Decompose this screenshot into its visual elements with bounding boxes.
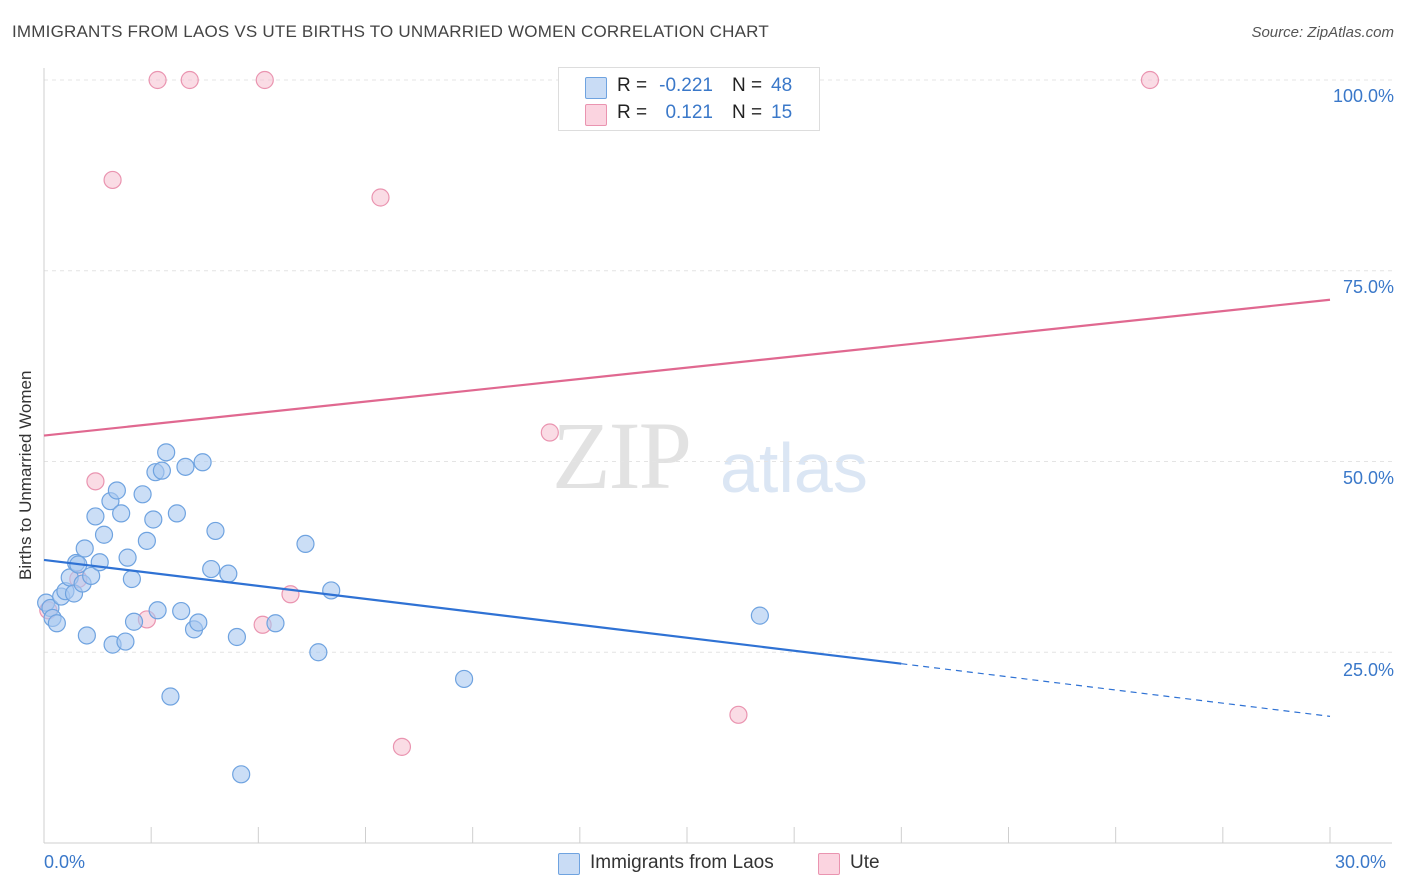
laos-point <box>75 539 94 558</box>
watermark-zip: ZIP <box>552 402 692 509</box>
legend-n-label: N = <box>732 102 763 123</box>
legend-swatch-ute <box>585 104 607 126</box>
correlation-legend: R = -0.221 N = 48 R = 0.121 N = 15 <box>558 67 820 131</box>
laos-point <box>118 548 137 567</box>
watermark-atlas: atlas <box>720 429 868 507</box>
legend-n-value-ute: 15 <box>771 102 793 123</box>
laos-point <box>189 613 208 632</box>
laos-point <box>137 531 156 550</box>
bottom-legend-swatch-laos <box>558 853 580 875</box>
legend-row-ute: R = 0.121 N = 15 <box>559 101 819 127</box>
laos-point <box>232 765 251 784</box>
laos-point <box>47 614 66 633</box>
laos-point <box>296 534 315 554</box>
source-note: Source: ZipAtlas.com <box>1251 24 1394 41</box>
laos-point <box>266 614 285 633</box>
ute-point <box>371 188 390 207</box>
laos-point <box>148 601 167 620</box>
y-tick-label-100: 100.0% <box>1332 86 1394 106</box>
laos-point <box>193 453 212 472</box>
laos-point <box>133 485 152 504</box>
ute-point <box>729 705 748 724</box>
bottom-legend-swatch-ute <box>818 853 840 875</box>
laos-point <box>161 687 180 706</box>
laos-point <box>227 627 246 647</box>
y-tick-label-50: 50.0% <box>1342 468 1394 488</box>
laos-point <box>152 461 171 480</box>
y-axis-title: Births to Unmarried Women <box>16 370 35 580</box>
laos-point <box>82 566 101 586</box>
laos-point <box>94 525 114 544</box>
laos-point <box>750 606 769 625</box>
laos-point <box>112 504 131 523</box>
ute-trend-line <box>43 298 1331 437</box>
laos-point <box>167 504 186 523</box>
laos-point <box>157 443 176 462</box>
chart-title: IMMIGRANTS FROM LAOS VS UTE BIRTHS TO UN… <box>12 22 769 41</box>
laos-point <box>144 510 163 529</box>
ute-point <box>148 70 167 90</box>
ute-point <box>103 170 122 190</box>
legend-r-label: R = <box>617 75 648 96</box>
legend-row-laos: R = -0.221 N = 48 <box>559 74 819 100</box>
y-tick-label-25: 25.0% <box>1342 660 1394 680</box>
ute-point <box>86 472 105 491</box>
legend-r-value-laos: -0.221 <box>659 75 713 96</box>
laos-point <box>77 626 96 645</box>
legend-r-label: R = <box>617 102 648 123</box>
ute-point <box>1140 70 1160 90</box>
ute-point <box>180 70 199 90</box>
ute-point <box>392 737 412 756</box>
laos-point <box>122 569 141 589</box>
laos-point <box>454 669 474 689</box>
laos-point <box>309 643 328 662</box>
x-tick-label-min: 0.0% <box>44 852 86 872</box>
laos-point <box>202 559 221 579</box>
laos-point <box>86 507 105 526</box>
laos-trend-line <box>43 558 902 665</box>
laos-point <box>124 612 144 631</box>
laos-point <box>116 632 135 651</box>
bottom-legend-label-laos: Immigrants from Laos <box>590 852 774 873</box>
y-tick-label-75: 75.0% <box>1342 277 1394 297</box>
legend-n-label: N = <box>732 75 763 96</box>
laos-trend-line-extension <box>901 663 1331 717</box>
laos-point <box>219 564 238 583</box>
laos-point <box>206 521 225 541</box>
laos-point <box>107 481 126 500</box>
legend-swatch-laos <box>585 77 607 99</box>
legend-r-value-ute: 0.121 <box>665 102 713 123</box>
bottom-legend-label-ute: Ute <box>850 852 880 873</box>
x-tick-label-max: 30.0% <box>1335 852 1387 872</box>
ute-point <box>255 70 274 90</box>
legend-n-value-laos: 48 <box>771 75 793 96</box>
laos-point <box>176 457 195 476</box>
ute-point <box>540 423 559 442</box>
laos-point <box>172 601 191 621</box>
